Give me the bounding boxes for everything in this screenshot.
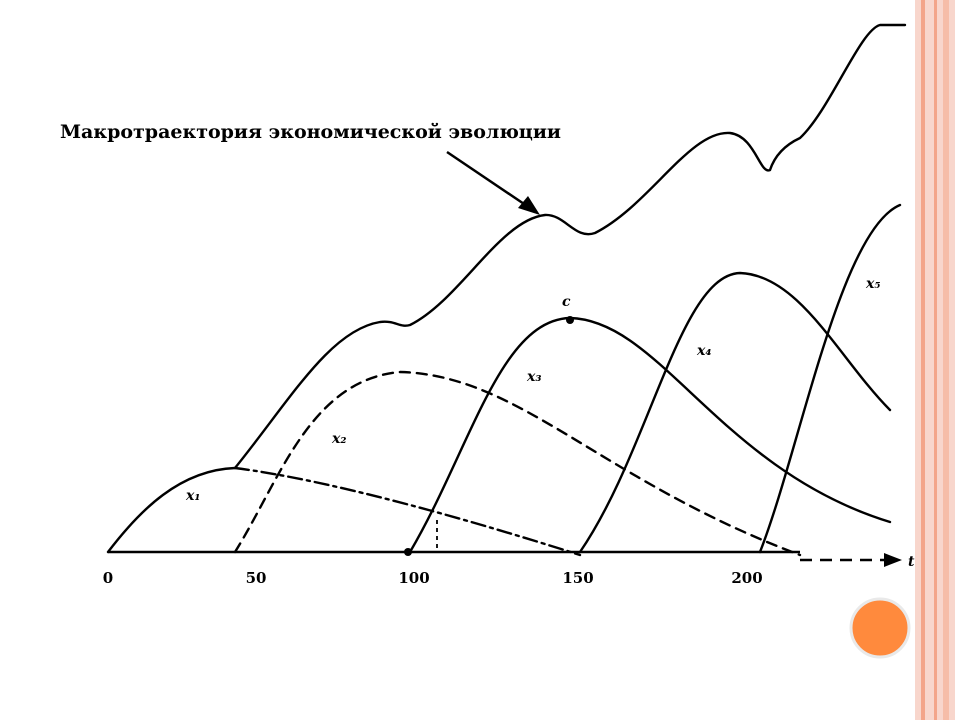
curve-x2: [233, 370, 802, 557]
curve-label: x₃: [526, 369, 541, 385]
side-stripe: [943, 0, 949, 720]
side-stripe: [921, 0, 925, 720]
curve-x1-tail: [233, 466, 582, 557]
axis-tick-label: 100: [398, 569, 429, 587]
axis-tick-label: 0: [103, 569, 113, 587]
point-c: [566, 316, 574, 324]
curve-label: x₄: [696, 343, 711, 359]
axis-point: [404, 548, 412, 556]
curve-label: x₅: [865, 276, 880, 292]
axis-tick-label: 150: [562, 569, 593, 587]
axis-label: t: [908, 554, 915, 570]
arrowhead: [518, 196, 540, 215]
curve-x3: [408, 316, 892, 554]
macro-trajectory: [233, 23, 907, 470]
axis-tick-label: 200: [731, 569, 762, 587]
title: Макротраектория экономической эволюции: [60, 121, 561, 143]
axis-tick-label: 50: [246, 569, 267, 587]
point-label: c: [562, 294, 571, 310]
curve-x4: [578, 271, 892, 554]
curve-x5: [758, 203, 902, 554]
axis-arrowhead: [884, 553, 902, 567]
curve-label: x₁: [185, 488, 200, 504]
curve-label: x₂: [331, 431, 346, 447]
curve-x1: [106, 466, 237, 554]
arrow: [446, 150, 531, 210]
side-stripe: [934, 0, 937, 720]
decor-circle: [849, 597, 911, 659]
